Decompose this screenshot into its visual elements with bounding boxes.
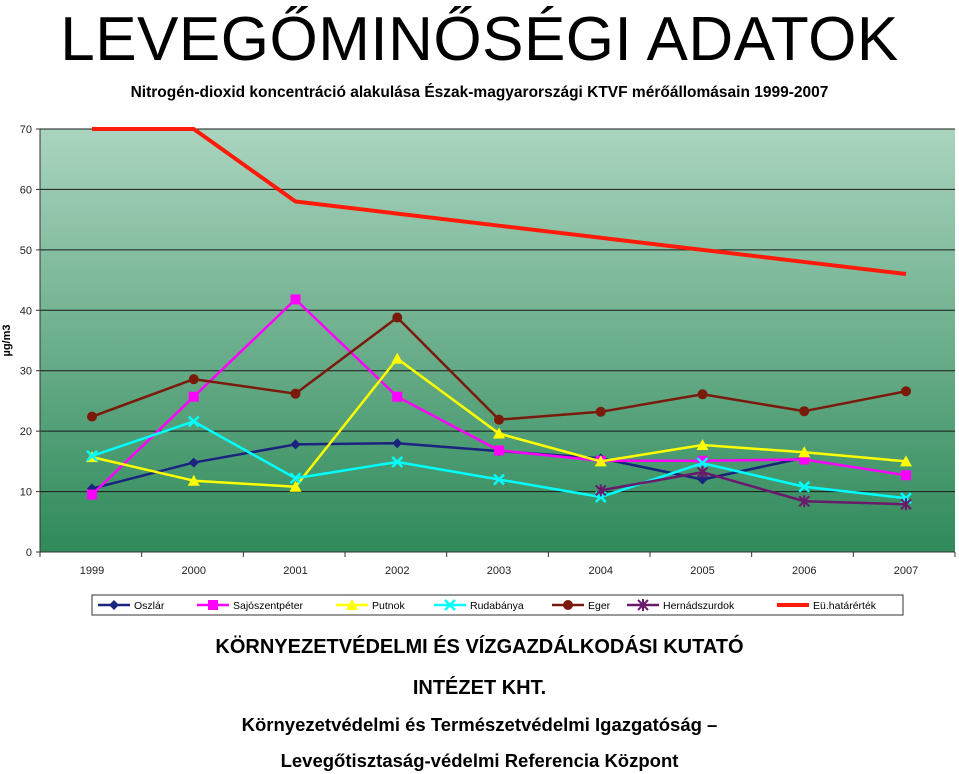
series-3 (86, 415, 912, 505)
series-1-point (290, 294, 301, 305)
series-0-point (697, 474, 708, 485)
legend-item-1: Sajószentpéter (197, 600, 304, 612)
series-1-point (901, 470, 911, 481)
y-tick-label: 40 (20, 305, 32, 317)
y-tick-label: 0 (26, 547, 32, 559)
series-3-point (391, 456, 404, 468)
series-1-point (494, 445, 504, 456)
series-0-point (188, 457, 199, 468)
series-4-point (697, 389, 708, 400)
series-1 (87, 294, 911, 500)
series-2-point (900, 455, 912, 467)
legend-label: Hernádszurdok (663, 600, 735, 612)
series-6 (92, 127, 907, 277)
series-2-point (289, 480, 302, 492)
legend-swatch-marker (109, 600, 119, 610)
series-4-point (87, 411, 97, 422)
series-3-point (289, 472, 302, 485)
series-4 (87, 312, 911, 425)
legend-label: Eger (588, 600, 611, 612)
legend-swatch-marker (444, 599, 456, 611)
legend-box (91, 594, 904, 616)
series-1-point (87, 489, 97, 500)
legend-item-2: Putnok (336, 599, 405, 612)
legend-item-3: Rudabánya (434, 599, 524, 612)
footer-reference-center: Levegőtisztaság-védelmi Referencia Közpo… (280, 750, 679, 771)
chart-title: Nitrogén-dioxid koncentráció alakulása É… (130, 84, 829, 101)
series-2-point (493, 427, 505, 439)
x-tick-label: 2002 (385, 565, 409, 577)
series-1-point (392, 391, 403, 402)
y-tick-label: 70 (20, 124, 32, 136)
x-tick-label: 2006 (792, 565, 816, 577)
legend-item-0: Oszlár (98, 600, 165, 612)
series-4-point (494, 414, 504, 425)
series-0-point (392, 438, 403, 449)
series-5-line (600, 470, 907, 506)
y-tick-label: 10 (20, 487, 32, 499)
legend-label: Rudabánya (470, 600, 524, 612)
series-1-point (188, 391, 199, 402)
series-5 (595, 466, 912, 511)
no2-line-chart: 0 10 20 30 40 50 60 70 1999 2000 2001 2002 2003 2004 2… (1, 124, 956, 616)
legend-label: Sajószentpéter (233, 600, 304, 612)
series-2-point (187, 474, 200, 486)
x-tick-label: 2004 (589, 565, 613, 577)
x-tick-label: 2001 (283, 565, 307, 577)
series-5-point (696, 466, 709, 479)
legend-item-4: Eger (552, 600, 611, 612)
y-tick-label: 20 (20, 426, 32, 438)
legend-swatch-marker (208, 600, 218, 610)
page-heading: LEVEGŐMINŐSÉGI ADATOK (60, 5, 899, 74)
y-tick-label: 60 (20, 184, 32, 196)
legend-item-6: Eü.határérték (777, 600, 877, 612)
legend-item-5: Hernádszurdok (627, 599, 735, 612)
series-4-point (392, 312, 403, 323)
series-2-point (391, 352, 404, 364)
series-5-point (798, 495, 810, 508)
series-3-point (187, 415, 200, 428)
series-1-point (697, 455, 708, 466)
legend-label: Oszlár (134, 600, 165, 612)
footer-institute-line2: INTÉZET KHT. (412, 677, 547, 699)
legend-label: Putnok (372, 600, 405, 612)
x-tick-label: 2005 (690, 565, 714, 577)
footer-institute-line1: KÖRNYEZETVÉDELMI ÉS VÍZGAZDÁLKODÁSI KUTA… (215, 636, 744, 658)
series-1-point (799, 454, 810, 465)
series-2-point (696, 439, 709, 451)
series-3-point (86, 450, 98, 462)
x-tick-label: 1999 (80, 565, 104, 577)
series-6-line (92, 127, 907, 277)
y-tick-label: 50 (20, 245, 32, 257)
legend-swatch-marker (637, 599, 649, 611)
legend-label: Eü.határérték (813, 600, 877, 612)
series-4-point (799, 406, 810, 417)
series-0-point (290, 439, 301, 450)
series-5-point (900, 498, 912, 511)
x-tick-label: 2003 (487, 565, 511, 577)
series-3-point (798, 480, 811, 493)
footer-directorate: Környezetvédelmi és Természetvédelmi Iga… (241, 714, 718, 735)
series-4-point (901, 386, 911, 397)
series-4-point (290, 388, 301, 399)
x-tick-label: 2007 (894, 565, 918, 577)
series-3-point (493, 473, 505, 486)
series-4-point (595, 406, 606, 417)
series-4-point (188, 374, 199, 385)
series-5-point (595, 484, 607, 497)
series-2-point (594, 455, 607, 467)
y-tick-label: 30 (20, 366, 32, 378)
series-3-point (696, 457, 709, 470)
x-tick-label: 2000 (182, 565, 206, 577)
legend-swatch-marker (563, 600, 573, 610)
y-axis-label: µg/m3 (1, 324, 13, 356)
series-2-point (798, 446, 811, 458)
legend-swatch-marker (346, 599, 358, 610)
